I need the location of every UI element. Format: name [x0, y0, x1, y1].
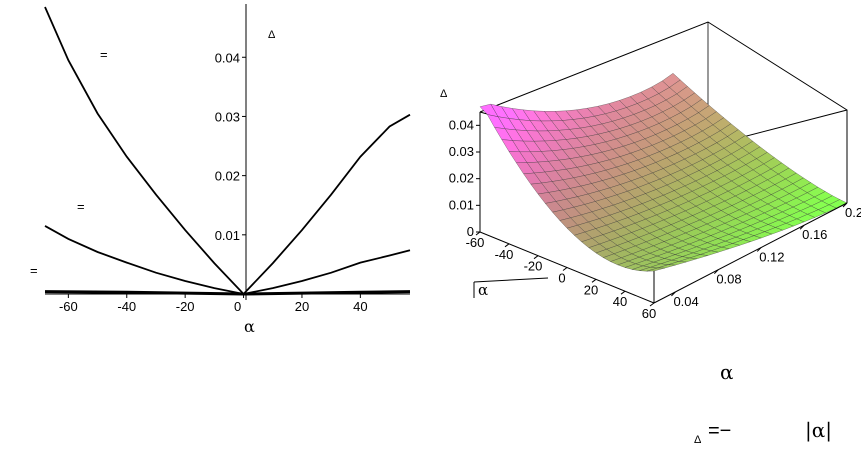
surface-zlabel: Δ	[440, 88, 448, 100]
formula-abs-alpha: |α|	[805, 418, 832, 442]
curve-label-3: =	[30, 263, 38, 278]
left-line-chart: -60 -40 -20 0 20 40 0.01 0.02 0.03 0.04	[44, 4, 411, 314]
surface-second-tick-label: 0.04	[673, 294, 698, 309]
formula-delta: Δ	[694, 434, 702, 446]
formula-alpha: α	[720, 360, 734, 384]
surface-second-tick-label: 0.08	[716, 272, 741, 287]
surface-z-tick-label: 0	[467, 224, 474, 239]
surface-alpha-tick-mark	[533, 255, 539, 260]
left-y-tick-label: 0.03	[215, 109, 240, 124]
surface-alpha-tick-label: -20	[524, 259, 543, 274]
left-y-tick-label: 0.02	[215, 169, 240, 184]
left-x-tick-label: -40	[117, 299, 136, 314]
surface-second-tick-mark	[799, 224, 805, 230]
surface-patch	[646, 267, 665, 272]
surface-second-tick-mark	[756, 247, 762, 252]
surface-alpha-label: α	[478, 281, 489, 299]
surface-alpha-tick-mark	[591, 278, 597, 283]
surface-z-tick-label: 0.02	[449, 171, 474, 186]
curve-label-1: =	[100, 47, 108, 62]
surface-z-tick-label: 0.03	[449, 144, 474, 159]
surface-alpha-tick-label: 20	[584, 282, 598, 297]
left-x-tick-label: -60	[59, 299, 78, 314]
left-series-line	[44, 290, 411, 296]
surface-alpha-tick-mark	[562, 267, 568, 271]
surface-z-tick-label: 0.04	[449, 117, 474, 132]
surface-alpha-tick-label: 0	[558, 271, 565, 286]
surface-second-tick-label: 0.2	[845, 205, 861, 220]
surface-second-tick-label: 0.12	[759, 249, 784, 264]
surface-box-back	[479, 21, 848, 203]
left-xlabel: α	[244, 317, 255, 336]
surface-second-tick-mark	[713, 269, 719, 275]
surface-alpha-tick-mark	[649, 302, 655, 307]
left-x-tick-label: -20	[176, 299, 195, 314]
surface-alpha-tick-mark	[620, 290, 626, 295]
left-ylabel: Δ	[268, 29, 276, 41]
left-x-tick-label: 40	[353, 299, 367, 314]
surface-box-edge	[653, 202, 848, 304]
surface-alpha-tick-mark	[504, 243, 510, 248]
surface-second-tick-mark	[842, 202, 848, 208]
surface-second-tick-mark	[671, 291, 676, 297]
formula-equals-minus: =−	[708, 420, 732, 442]
left-series-line	[44, 6, 411, 296]
surface-alpha-tick-label: -40	[495, 247, 514, 262]
left-x-tick-label: 0	[234, 299, 241, 314]
surface-alpha-tick-label: 60	[642, 306, 656, 321]
left-y-tick-label: 0.01	[215, 228, 240, 243]
alpha-label-line	[473, 277, 549, 283]
surface-z-tick-label: 0.01	[449, 197, 474, 212]
surface-alpha-tick-label: -60	[466, 235, 485, 250]
surface-alpha-tick-mark	[475, 231, 481, 236]
surface-second-tick-label: 0.16	[802, 227, 827, 242]
left-series-line	[44, 225, 411, 295]
left-y-tick-label: 0.04	[215, 50, 240, 65]
right-surface-chart: 0 0.01 0.02 0.03 0.04 -60 -40 -20 0 20 40 60 0.04 0.0…	[449, 21, 861, 321]
curve-label-2: =	[77, 199, 85, 214]
left-x-tick-label: 20	[295, 299, 309, 314]
surface-alpha-tick-label: 40	[613, 294, 627, 309]
